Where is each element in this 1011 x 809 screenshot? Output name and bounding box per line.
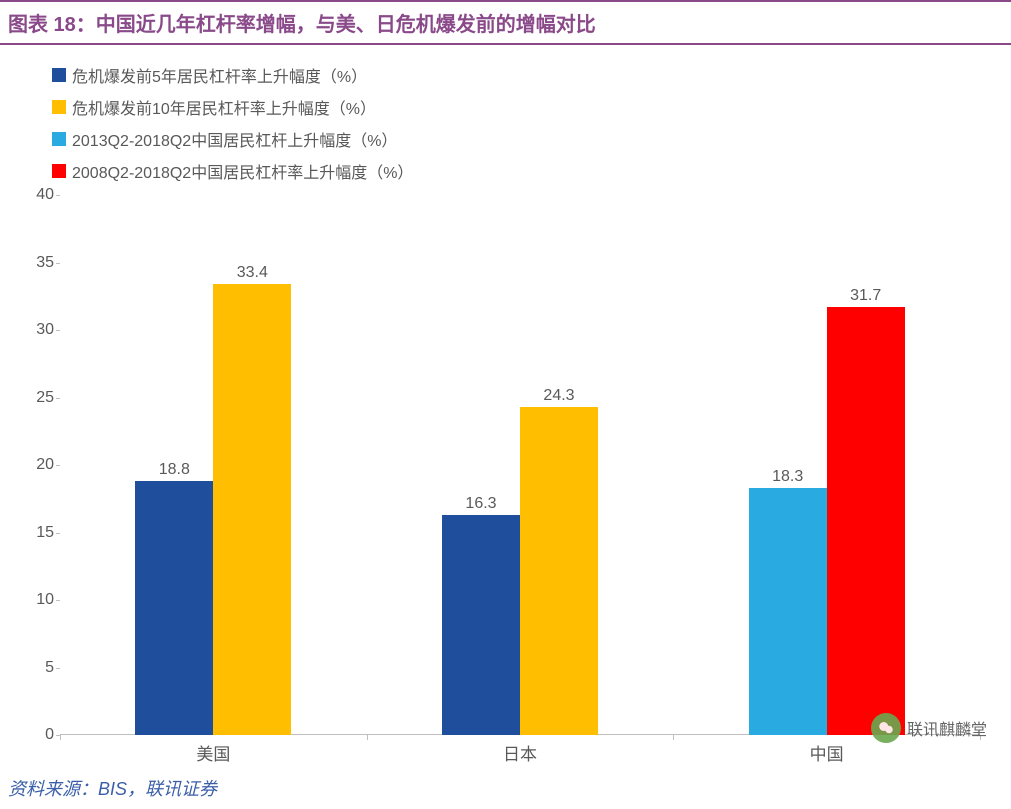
bar-value-label: 16.3 [465,495,496,513]
bar-value-label: 33.4 [237,264,268,282]
y-tick-mark [56,465,60,466]
y-tick-label: 25 [20,389,54,407]
y-tick-mark [56,330,60,331]
x-category-label: 美国 [196,740,230,765]
y-tick-label: 30 [20,321,54,339]
legend-item: 2008Q2-2018Q2中国居民杠杆率上升幅度（%） [52,159,532,183]
y-tick-label: 0 [20,726,54,744]
x-tick-mark [367,735,368,740]
y-tick-label: 5 [20,659,54,677]
legend-swatch [52,164,66,178]
watermark: 联讯麒麟堂 [871,713,987,743]
bar-value-label: 24.3 [543,387,574,405]
y-tick-label: 40 [20,186,54,204]
bar-value-label: 18.8 [159,461,190,479]
legend-swatch [52,68,66,82]
y-tick-mark [56,533,60,534]
y-tick-label: 20 [20,456,54,474]
y-tick-mark [56,668,60,669]
legend-swatch [52,100,66,114]
y-tick-mark [56,600,60,601]
bar-value-label: 31.7 [850,287,881,305]
chart-container: 危机爆发前5年居民杠杆率上升幅度（%） 危机爆发前10年居民杠杆率上升幅度（%） 2… [0,45,1011,735]
legend-label: 危机爆发前5年居民杠杆率上升幅度（%） [72,63,367,87]
legend-item: 2013Q2-2018Q2中国居民杠杆上升幅度（%） [52,127,532,151]
legend-label: 2008Q2-2018Q2中国居民杠杆率上升幅度（%） [72,159,413,183]
bar [213,284,291,735]
x-tick-mark [673,735,674,740]
bar [749,488,827,735]
chart-plot-area: 0510152025303540美国18.833.4日本16.324.3中国18… [60,195,980,735]
y-tick-label: 15 [20,524,54,542]
legend-item: 危机爆发前10年居民杠杆率上升幅度（%） [52,95,532,119]
y-tick-label: 35 [20,254,54,272]
watermark-text: 联讯麒麟堂 [907,716,987,740]
x-category-label: 中国 [810,740,844,765]
chart-legend: 危机爆发前5年居民杠杆率上升幅度（%） 危机爆发前10年居民杠杆率上升幅度（%） 2… [52,59,991,187]
y-tick-label: 10 [20,591,54,609]
bar [827,307,905,735]
bar-value-label: 18.3 [772,468,803,486]
bar [520,407,598,735]
chart-title: 图表 18：中国近几年杠杆率增幅，与美、日危机爆发前的增幅对比 [0,0,1011,45]
legend-swatch [52,132,66,146]
legend-label: 危机爆发前10年居民杠杆率上升幅度（%） [72,95,376,119]
legend-label: 2013Q2-2018Q2中国居民杠杆上升幅度（%） [72,127,397,151]
bar [135,481,213,735]
x-tick-mark [60,735,61,740]
wechat-icon [871,713,901,743]
x-category-label: 日本 [503,740,537,765]
legend-item: 危机爆发前5年居民杠杆率上升幅度（%） [52,63,532,87]
bar [442,515,520,735]
y-tick-mark [56,195,60,196]
y-tick-mark [56,398,60,399]
y-tick-mark [56,263,60,264]
